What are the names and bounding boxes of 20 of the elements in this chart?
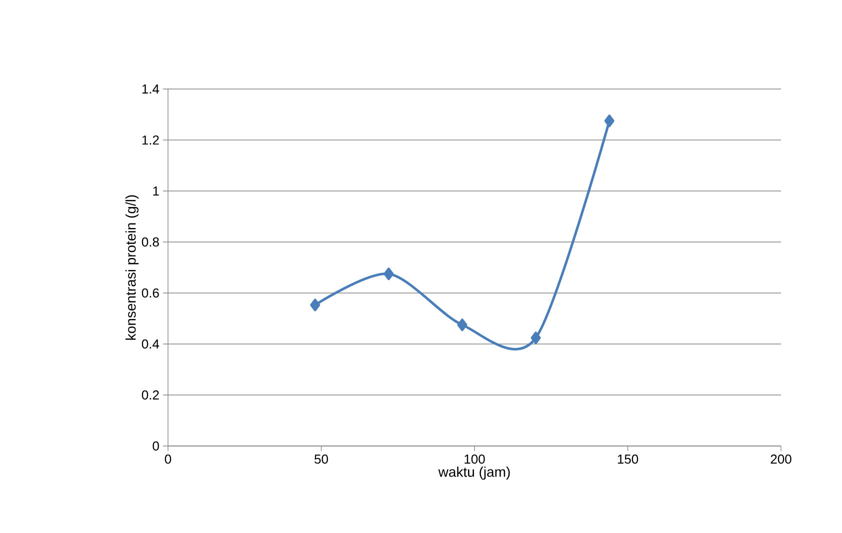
y-tick-label: 0.8 — [142, 237, 159, 247]
x-axis-title: waktu (jam) — [438, 466, 510, 480]
point — [457, 318, 468, 332]
y-tick-label: 0.4 — [142, 339, 160, 349]
point — [310, 298, 320, 312]
point — [604, 114, 614, 128]
x-tick-label: 0 — [164, 454, 172, 464]
y-axis-title: konsentrasi protein (g/l) — [125, 195, 139, 340]
y-tick-label: 1.2 — [142, 135, 159, 145]
x-tick-label: 150 — [618, 454, 638, 464]
x-tick-label: 50 — [314, 454, 328, 464]
point — [530, 332, 541, 344]
x-tick-label: 100 — [464, 454, 485, 464]
y-tick-label: 0.6 — [142, 288, 159, 298]
x-tick-label: 200 — [770, 454, 792, 464]
y-tick-label: 0 — [152, 441, 159, 451]
point — [384, 268, 394, 280]
y-tick-label: 1 — [153, 186, 159, 196]
y-tick-label: 0.2 — [142, 390, 159, 400]
y-tick-label: 1.4 — [142, 84, 160, 94]
